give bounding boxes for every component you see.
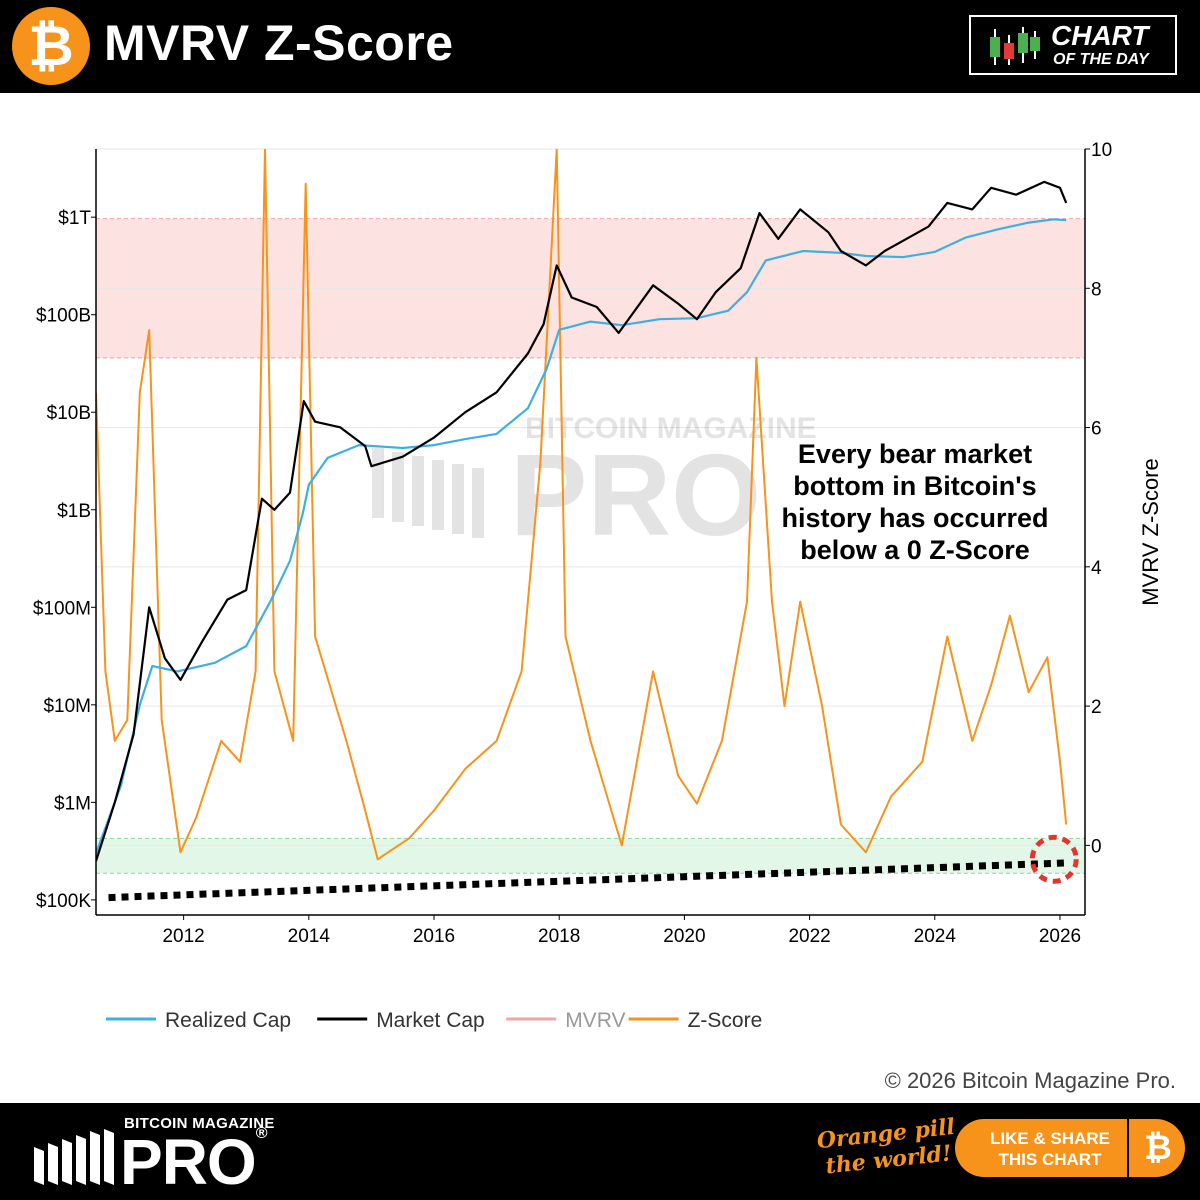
bitcoin-logo-icon: ₿ <box>12 7 90 85</box>
header-bar: ₿ MVRV Z-Score CHART OF THE DAY <box>0 0 1200 93</box>
x-tick-label: 2012 <box>162 926 204 947</box>
right-tick-label: 2 <box>1091 697 1102 718</box>
watermark-small: BITCOIN MAGAZINE <box>525 412 817 445</box>
legend-label: MVRV <box>565 1009 625 1032</box>
legend-label: Realized Cap <box>165 1009 291 1032</box>
left-tick-label: $10M <box>43 696 91 717</box>
x-tick-label: 2016 <box>413 926 455 947</box>
series-z-score <box>96 149 1068 861</box>
legend-label: Market Cap <box>376 1009 485 1032</box>
brand-name-big: PRO® <box>120 1125 268 1199</box>
chart-area: BITCOIN MAGAZINE PRO $100K $1M $10M $100M $1… <box>0 93 1200 1103</box>
mvrv-chart: BITCOIN MAGAZINE PRO $100K $1M $10M $100M $1… <box>33 140 1176 1093</box>
annotation: Every bear market bottom in Bitcoin's hist… <box>781 439 1048 565</box>
series-realized-cap <box>96 218 1067 854</box>
zone-undervalued <box>96 838 1085 874</box>
trendline <box>108 859 1070 902</box>
brand-bars-icon <box>34 1129 114 1185</box>
right-tick-label: 10 <box>1091 140 1112 161</box>
share-line2: THIS CHART <box>998 1150 1102 1169</box>
page-title: MVRV Z-Score <box>104 15 454 71</box>
share-label: LIKE & SHARE THIS CHART <box>975 1128 1125 1170</box>
annotation-line: history has occurred <box>781 503 1048 533</box>
like-share-button[interactable]: LIKE & SHARE THIS CHART ₿ <box>955 1119 1185 1177</box>
brand-name-small: BITCOIN MAGAZINE <box>124 1115 275 1132</box>
right-tick-label: 8 <box>1091 279 1102 300</box>
right-tick-label: 4 <box>1091 558 1102 579</box>
highlight-circle <box>1029 834 1079 884</box>
left-tick-label: $10B <box>47 403 91 424</box>
x-tick-label: 2020 <box>663 926 705 947</box>
candlestick-icon <box>990 27 1040 65</box>
tagline: Orange pill the world! <box>816 1114 959 1180</box>
left-tick-label: $100M <box>33 598 91 619</box>
copyright: © 2026 Bitcoin Magazine Pro. <box>885 1068 1176 1093</box>
right-axis-label: MVRV Z-Score <box>1138 458 1163 606</box>
left-tick-label: $1T <box>58 208 91 229</box>
badge-of-the-day-text: OF THE DAY <box>1053 51 1149 68</box>
x-tick-label: 2022 <box>788 926 830 947</box>
annotation-line: below a 0 Z-Score <box>800 535 1030 565</box>
right-tick-label: 0 <box>1091 836 1102 857</box>
x-tick-label: 2018 <box>538 926 580 947</box>
series-market-cap <box>96 180 1068 862</box>
left-tick-label: $1M <box>54 793 91 814</box>
left-tick-label: $100B <box>36 306 91 327</box>
registered-mark: ® <box>255 1125 268 1142</box>
x-tick-label: 2014 <box>288 926 331 947</box>
chart-of-the-day-badge: CHART OF THE DAY <box>969 15 1177 75</box>
right-tick-label: 6 <box>1091 419 1102 440</box>
share-line1: LIKE & SHARE <box>990 1129 1110 1148</box>
brand-pro: PRO <box>120 1126 257 1198</box>
annotation-line: Every bear market <box>798 439 1032 469</box>
left-tick-label: $100K <box>36 891 91 912</box>
badge-chart-text: CHART <box>1051 20 1149 51</box>
annotation-line: bottom in Bitcoin's <box>793 471 1036 501</box>
legend-label: Z-Score <box>688 1009 763 1032</box>
x-tick-label: 2026 <box>1039 926 1081 947</box>
left-tick-label: $1B <box>57 501 91 522</box>
x-tick-label: 2024 <box>914 926 957 947</box>
watermark-big: PRO <box>510 430 761 560</box>
footer-bar: BITCOIN MAGAZINE PRO® Orange pill the wo… <box>0 1103 1200 1200</box>
bitcoin-icon: ₿ <box>1127 1119 1187 1177</box>
